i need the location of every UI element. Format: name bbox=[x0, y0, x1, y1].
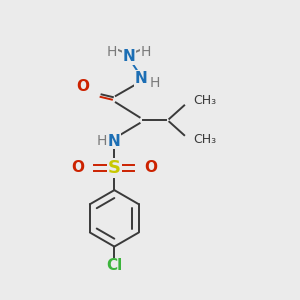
Text: O: O bbox=[76, 79, 89, 94]
Text: S: S bbox=[108, 159, 121, 177]
Text: N: N bbox=[123, 49, 136, 64]
Text: CH₃: CH₃ bbox=[193, 133, 216, 146]
Text: H: H bbox=[107, 45, 117, 59]
Text: N: N bbox=[108, 134, 121, 148]
Text: H: H bbox=[97, 134, 107, 148]
Text: H: H bbox=[141, 45, 152, 59]
Text: CH₃: CH₃ bbox=[193, 94, 216, 107]
Text: Cl: Cl bbox=[106, 258, 122, 273]
Text: O: O bbox=[144, 160, 157, 175]
Text: N: N bbox=[135, 71, 148, 86]
Text: O: O bbox=[72, 160, 85, 175]
Text: H: H bbox=[150, 76, 160, 90]
